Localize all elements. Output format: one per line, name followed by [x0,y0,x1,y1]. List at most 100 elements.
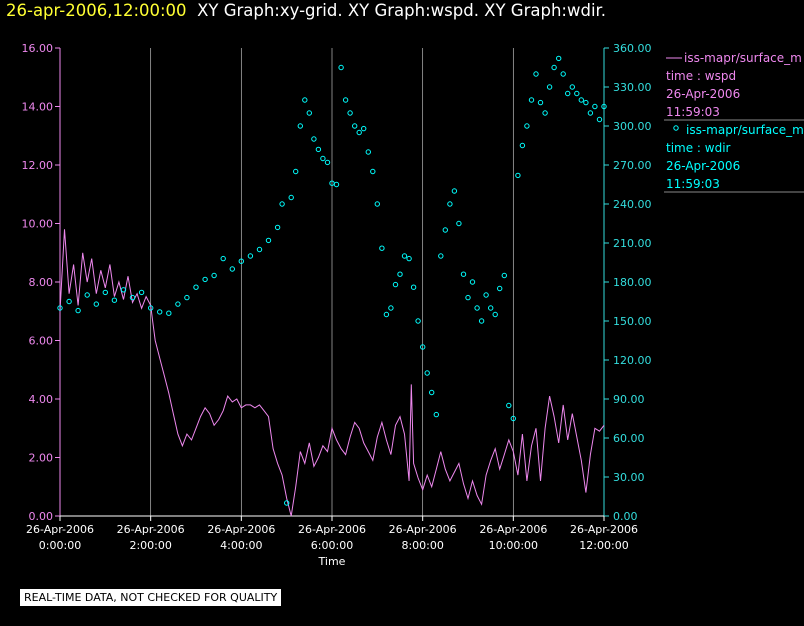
x-axis-title: Time [318,555,346,568]
x-tick-time-label: 12:00:00 [579,539,628,552]
legend-date: 26-Apr-2006 [666,159,740,173]
wdir-point [166,310,172,316]
wdir-point [388,305,394,311]
wdir-point [401,253,408,259]
wdir-point [497,285,503,292]
wdir-point [438,253,444,259]
wdir-point [560,71,566,77]
wdir-point [279,201,285,207]
wdir-point [175,301,181,307]
wdir-point [429,389,435,396]
wdir-point [129,294,136,301]
legend-source-label: iss-mapr/surface_m [684,51,802,65]
left-tick-label: 14.00 [22,101,54,114]
right-tick-label: 360.00 [613,42,652,55]
wdir-point [102,289,109,296]
wdir-point [157,309,163,315]
wdir-point [297,123,303,129]
grid-lines [150,48,605,516]
title-timestamp: 26-apr-2006,12:00:00 [6,1,187,20]
x-tick-time-label: 6:00:00 [311,539,353,552]
wdir-point [84,292,90,298]
x-tick-date-label: 26-Apr-2006 [26,523,94,536]
wdir-point [410,284,417,290]
wspd-series [59,229,605,517]
wdir-point [424,370,430,376]
wdir-point [406,255,412,262]
wdir-point [57,305,63,311]
wdir-point [383,311,390,318]
x-tick-date-label: 26-Apr-2006 [570,523,638,536]
wdir-point [546,84,553,90]
x-tick-date-label: 26-Apr-2006 [479,523,547,536]
wdir-point [288,194,294,201]
wdir-point [478,318,485,324]
right-tick-label: 120.00 [613,354,652,367]
wdir-point [574,90,580,97]
wdir-point [506,402,512,409]
wdir-point [365,149,371,155]
wdir-point [551,64,557,71]
wdir-point [374,201,380,207]
wdir-point [184,294,190,301]
wdir-point [583,99,589,106]
wdir-point [433,411,439,418]
x-tick-time-label: 8:00:00 [401,539,443,552]
wdir-point [510,415,516,422]
right-tick-label: 180.00 [613,276,652,289]
wdir-point [474,305,480,311]
wdir-point [587,110,594,116]
x-tick-date-label: 26-Apr-2006 [389,523,457,536]
legend-time: 11:59:03 [666,177,720,191]
wdir-point [148,305,154,311]
wdir-point [75,307,81,314]
wspd-line [59,229,605,517]
wdir-point [556,55,562,62]
wdir-point [528,97,535,103]
right-tick-label: 150.00 [613,315,652,328]
wdir-point [193,284,199,290]
wdir-point [592,103,598,110]
legend-circle-swatch [673,125,679,131]
wdir-series [57,55,607,506]
wdir-point [488,305,494,311]
wdir-point [447,201,453,207]
wdir-point [519,142,526,149]
right-tick-label: 270.00 [613,159,652,172]
wdir-point [420,344,426,350]
wdir-point [356,129,362,136]
wdir-point [483,292,489,298]
wdir-point [392,281,399,288]
legend-source-label: iss-mapr/surface_m [686,123,804,137]
wdir-point [569,84,575,90]
wdir-point [320,155,326,162]
quality-disclaimer: REAL-TIME DATA, NOT CHECKED FOR QUALITY [20,589,282,606]
wdir-point [220,255,226,262]
wdir-point [256,246,263,253]
wdir-point [442,227,448,233]
legend-variable: time : wspd [666,69,736,83]
wdir-point [311,136,317,142]
right-tick-label: 300.00 [613,120,652,133]
wdir-point [120,287,127,293]
wdir-point [492,311,498,318]
legend-variable: time : wdir [666,141,731,155]
wdir-point [211,272,217,279]
wdir-point [66,298,72,305]
right-tick-label: 30.00 [613,471,645,484]
wdir-point [361,125,367,132]
wdir-point [293,168,299,175]
right-tick-label: 240.00 [613,198,652,211]
wdir-point [379,245,385,251]
wdir-point [578,97,584,103]
legend-time: 11:59:03 [666,105,720,119]
x-tick-date-label: 26-Apr-2006 [117,523,185,536]
wdir-point [202,276,208,283]
right-tick-label: 90.00 [613,393,645,406]
left-tick-label: 2.00 [29,452,54,465]
left-tick-label: 12.00 [22,159,54,172]
wdir-point [460,271,467,277]
wdir-point [284,500,290,506]
wdir-point [515,172,521,179]
